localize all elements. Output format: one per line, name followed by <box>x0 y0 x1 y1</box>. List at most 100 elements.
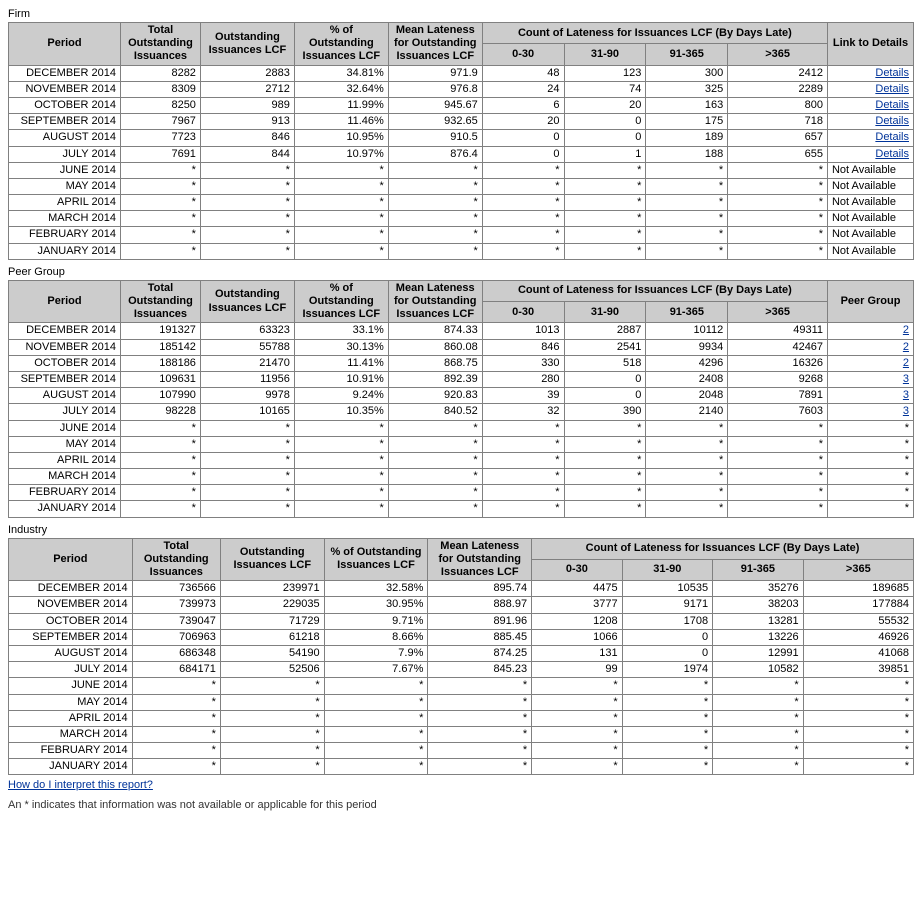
table-cell: 0 <box>564 114 646 130</box>
table-row: AUGUST 2014686348541907.9%874.2513101299… <box>9 645 914 661</box>
link-cell: * <box>828 501 914 517</box>
table-row: JULY 2014684171525067.67%845.23991974105… <box>9 662 914 678</box>
table-row: MARCH 2014******** <box>9 726 914 742</box>
column-header: 91-365 <box>713 559 804 580</box>
details-link[interactable]: Details <box>875 67 909 79</box>
table-cell: 932.65 <box>388 114 482 130</box>
table-cell: OCTOBER 2014 <box>9 97 121 113</box>
table-cell: 0 <box>622 645 713 661</box>
table-cell: 739047 <box>132 613 220 629</box>
table-cell: 9268 <box>728 371 828 387</box>
column-header: Period <box>9 538 133 581</box>
table-cell: 38203 <box>713 597 804 613</box>
table-cell: * <box>482 485 564 501</box>
table-cell: * <box>324 694 428 710</box>
table-cell: 24 <box>482 81 564 97</box>
interpret-report-link[interactable]: How do I interpret this report? <box>8 779 153 791</box>
link-cell: Details <box>827 81 913 97</box>
table-cell: 49311 <box>728 323 828 339</box>
table-cell: 10.95% <box>294 130 388 146</box>
table-cell: MAY 2014 <box>9 178 121 194</box>
table-cell: 109631 <box>120 371 200 387</box>
table-cell: 42467 <box>728 339 828 355</box>
table-cell: * <box>200 469 294 485</box>
table-cell: SEPTEMBER 2014 <box>9 371 121 387</box>
table-cell: 10.35% <box>294 404 388 420</box>
column-header: Link to Details <box>827 23 913 66</box>
table-cell: * <box>132 710 220 726</box>
column-header: 31-90 <box>622 559 713 580</box>
table-cell: * <box>532 726 623 742</box>
table-cell: 32.64% <box>294 81 388 97</box>
table-row: APRIL 2014******** <box>9 710 914 726</box>
table-cell: * <box>728 243 828 259</box>
table-cell: 189 <box>646 130 728 146</box>
table-cell: 9.24% <box>294 388 388 404</box>
table-cell: * <box>622 726 713 742</box>
table-cell: 845.23 <box>428 662 532 678</box>
table-row: DECEMBER 201473656623997132.58%895.74447… <box>9 581 914 597</box>
table-cell: * <box>428 678 532 694</box>
table-cell: 2408 <box>646 371 728 387</box>
link-cell: Not Available <box>827 243 913 259</box>
table-cell: 32 <box>482 404 564 420</box>
table-cell: * <box>132 678 220 694</box>
link-cell: * <box>828 436 914 452</box>
table-cell: 0 <box>564 371 646 387</box>
table-cell: 874.33 <box>388 323 482 339</box>
peer-group-link[interactable]: 2 <box>903 324 909 336</box>
table-cell: * <box>646 452 728 468</box>
table-cell: * <box>646 227 728 243</box>
details-link[interactable]: Details <box>875 115 909 127</box>
table-cell: * <box>428 759 532 775</box>
table-cell: * <box>120 195 200 211</box>
table-cell: 2712 <box>200 81 294 97</box>
table-cell: * <box>622 759 713 775</box>
peer-group-link[interactable]: 2 <box>903 341 909 353</box>
table-cell: * <box>622 710 713 726</box>
table-cell: 34.81% <box>294 65 388 81</box>
table-row: JUNE 2014********* <box>9 420 914 436</box>
details-link[interactable]: Details <box>875 131 909 143</box>
column-header: Count of Lateness for Issuances LCF (By … <box>482 23 827 44</box>
column-header: Total Outstanding Issuances <box>132 538 220 581</box>
table-cell: SEPTEMBER 2014 <box>9 114 121 130</box>
table-cell: * <box>324 678 428 694</box>
table-cell: * <box>532 743 623 759</box>
table-cell: 229035 <box>220 597 324 613</box>
table-cell: * <box>294 485 388 501</box>
details-link[interactable]: Details <box>875 83 909 95</box>
table-cell: 185142 <box>120 339 200 355</box>
peer-group-link[interactable]: 2 <box>903 357 909 369</box>
table-cell: 892.39 <box>388 371 482 387</box>
details-link[interactable]: Details <box>875 99 909 111</box>
table-cell: * <box>294 452 388 468</box>
peer-group-link[interactable]: 3 <box>903 389 909 401</box>
column-header: Count of Lateness for Issuances LCF (By … <box>482 280 827 301</box>
table-cell: 4475 <box>532 581 623 597</box>
table-cell: 1208 <box>532 613 623 629</box>
peer-group-link[interactable]: 3 <box>903 405 909 417</box>
table-cell: 1013 <box>482 323 564 339</box>
table-cell: * <box>388 227 482 243</box>
table-row: MAY 2014******** <box>9 694 914 710</box>
table-cell: * <box>200 195 294 211</box>
peer-group-link[interactable]: 3 <box>903 373 909 385</box>
table-cell: 188186 <box>120 355 200 371</box>
details-link[interactable]: Details <box>875 148 909 160</box>
table-cell: * <box>482 420 564 436</box>
table-cell: JULY 2014 <box>9 662 133 678</box>
link-cell: 3 <box>828 371 914 387</box>
table-cell: 895.74 <box>428 581 532 597</box>
table-cell: * <box>132 743 220 759</box>
table-cell: * <box>428 694 532 710</box>
table-cell: * <box>200 211 294 227</box>
table-cell: OCTOBER 2014 <box>9 355 121 371</box>
table-cell: * <box>728 162 828 178</box>
table-cell: 52506 <box>220 662 324 678</box>
table-cell: JULY 2014 <box>9 146 121 162</box>
table-cell: * <box>646 243 728 259</box>
table-cell: * <box>564 162 646 178</box>
table-row: JULY 2014982281016510.35%840.52323902140… <box>9 404 914 420</box>
column-header: Mean Lateness for Outstanding Issuances … <box>388 23 482 66</box>
